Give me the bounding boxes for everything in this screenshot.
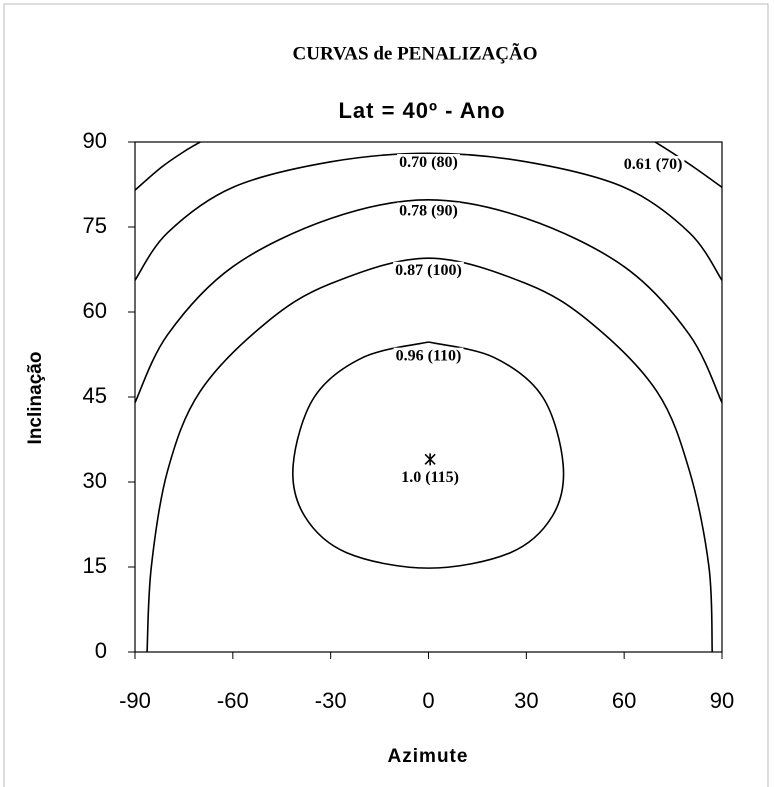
label-background <box>621 156 685 174</box>
x-tick-label: -60 <box>217 688 249 713</box>
contour-line <box>146 257 714 653</box>
point-label: 1.0 (115) <box>401 469 459 486</box>
contour-line <box>292 341 565 569</box>
y-tick-label: 90 <box>83 128 107 153</box>
optimum-marker <box>424 453 436 466</box>
contour-label: 0.61 (70) <box>624 156 683 173</box>
contour-label: 0.96 (110) <box>396 348 462 365</box>
label-background <box>393 347 464 365</box>
contour-label: 0.78 (90) <box>399 202 458 219</box>
contour-line <box>134 198 723 404</box>
label-background <box>397 202 460 220</box>
x-axis-label: Azimute <box>388 746 469 767</box>
x-tick-label: 0 <box>422 688 434 713</box>
label-background <box>397 154 460 172</box>
x-tick-label: 60 <box>612 688 636 713</box>
frame <box>3 3 769 787</box>
y-tick-label: 75 <box>83 213 107 238</box>
x-tick-label: -90 <box>119 688 151 713</box>
y-axis-label: Inclinação <box>25 352 46 445</box>
chart-title: CURVAS de PENALIZAÇÃO <box>293 42 538 64</box>
x-tick-label: -30 <box>315 688 347 713</box>
y-tick-label: 0 <box>95 638 107 663</box>
contour-label: 0.87 (100) <box>395 262 462 279</box>
label-background <box>393 261 464 279</box>
y-tick-label: 45 <box>83 383 107 408</box>
y-tick-label: 15 <box>83 553 107 578</box>
contour-line <box>134 152 723 281</box>
x-tick-label: 90 <box>710 688 734 713</box>
y-tick-label: 30 <box>83 468 107 493</box>
y-tick-label: 60 <box>83 298 107 323</box>
plot-area <box>134 141 723 653</box>
x-tick-label: 30 <box>514 688 538 713</box>
chart-subtitle: Lat = 40º - Ano <box>338 98 505 123</box>
contour-label: 0.70 (80) <box>399 154 458 171</box>
